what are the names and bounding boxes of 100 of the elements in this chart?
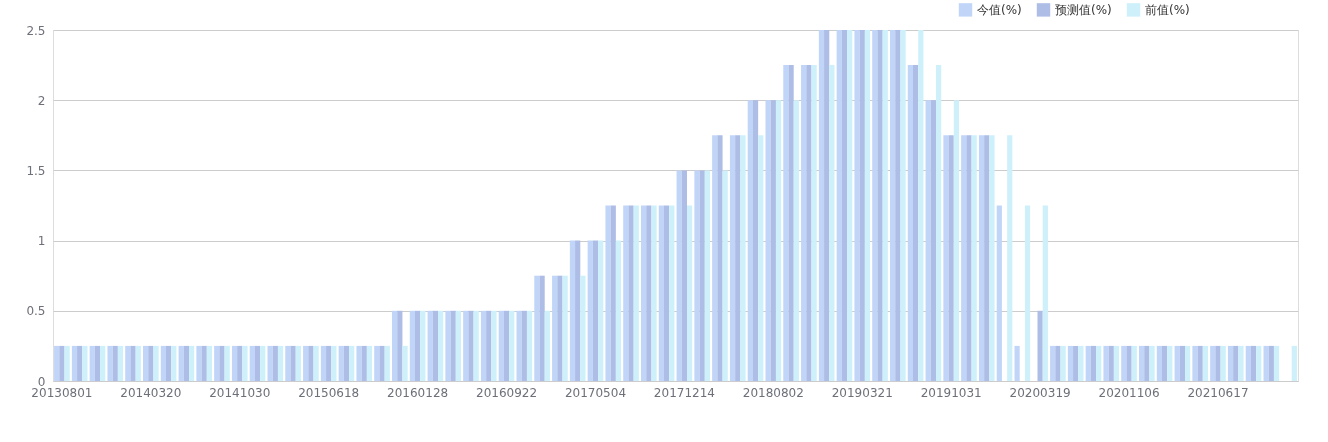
y-tick-label: 2 (37, 93, 46, 108)
y-tick-label: 0.5 (26, 304, 46, 319)
bar (491, 310, 497, 381)
bar (415, 310, 421, 381)
bar (521, 310, 527, 381)
bar (925, 100, 931, 381)
bar (1096, 345, 1102, 381)
bar (349, 345, 355, 381)
bar (694, 170, 700, 381)
bar (468, 310, 474, 381)
x-tick-label: 20141030 (209, 385, 271, 400)
bar (722, 170, 728, 381)
bar (277, 345, 284, 381)
bar (125, 345, 131, 381)
bar (658, 205, 664, 381)
bar (1268, 345, 1274, 381)
bar (260, 345, 266, 381)
bar (961, 135, 967, 381)
bar (450, 310, 456, 381)
bar (148, 345, 154, 381)
bar (1014, 345, 1020, 381)
bar (681, 170, 687, 381)
bar (267, 345, 273, 381)
bar (420, 310, 426, 381)
bar (633, 205, 639, 381)
bar (166, 345, 172, 381)
bar (509, 310, 515, 381)
bar (295, 345, 301, 381)
bar (308, 345, 314, 381)
bar (1067, 345, 1074, 381)
bar (54, 345, 60, 381)
bar (196, 345, 202, 381)
bar (1139, 345, 1145, 381)
bar (171, 345, 177, 381)
bar (859, 30, 865, 381)
bar (1220, 345, 1226, 381)
bar (432, 310, 438, 381)
bar (740, 135, 746, 381)
bar (201, 345, 207, 381)
bar (943, 135, 949, 381)
bar (237, 345, 243, 381)
bar (836, 30, 842, 381)
bar (895, 30, 901, 381)
legend-label: 今值(%) (977, 2, 1022, 17)
bar (735, 135, 741, 381)
bar (1060, 345, 1066, 381)
bar (651, 205, 657, 381)
x-tick-label: 20160128 (387, 385, 449, 400)
bar (615, 240, 622, 381)
bar (1263, 345, 1269, 381)
bar (1050, 345, 1056, 381)
bar (290, 345, 296, 381)
bar (374, 345, 380, 381)
bar (392, 310, 398, 381)
bar (989, 135, 995, 381)
bar (1121, 345, 1127, 381)
bar (557, 275, 563, 381)
bar (64, 345, 70, 381)
bar (366, 345, 373, 381)
bar (539, 275, 545, 381)
bar (587, 240, 593, 381)
bar (1256, 345, 1262, 381)
bar (1162, 345, 1168, 381)
bar (811, 65, 817, 381)
bar (729, 135, 736, 381)
y-tick-label: 1 (37, 234, 46, 249)
bar (544, 310, 550, 381)
x-tick-label: 20200319 (1009, 385, 1071, 400)
x-tick-label: 20191031 (920, 385, 982, 400)
bar (996, 205, 1002, 381)
bar (907, 65, 913, 381)
bar (1192, 345, 1198, 381)
bar (818, 30, 825, 381)
bar (646, 205, 652, 381)
bar (890, 30, 896, 381)
bar (59, 345, 65, 381)
bar (1245, 345, 1251, 381)
bar (153, 345, 159, 381)
bar (623, 205, 629, 381)
x-tick-label: 20160922 (476, 385, 538, 400)
bar (480, 310, 487, 381)
bar (1126, 345, 1132, 381)
bar (783, 65, 789, 381)
bar (160, 345, 166, 381)
bar (77, 345, 83, 381)
bar (765, 100, 771, 381)
bar (704, 170, 710, 381)
bar (143, 345, 149, 381)
bar (829, 65, 835, 381)
bar (94, 345, 101, 381)
bar (534, 275, 540, 381)
bar (984, 135, 990, 381)
bar (343, 345, 350, 381)
bar (864, 30, 871, 381)
bar (1238, 345, 1244, 381)
bar (1078, 345, 1084, 381)
bar (397, 310, 403, 381)
bar (699, 170, 705, 381)
bar (112, 345, 118, 381)
bar (605, 205, 611, 381)
